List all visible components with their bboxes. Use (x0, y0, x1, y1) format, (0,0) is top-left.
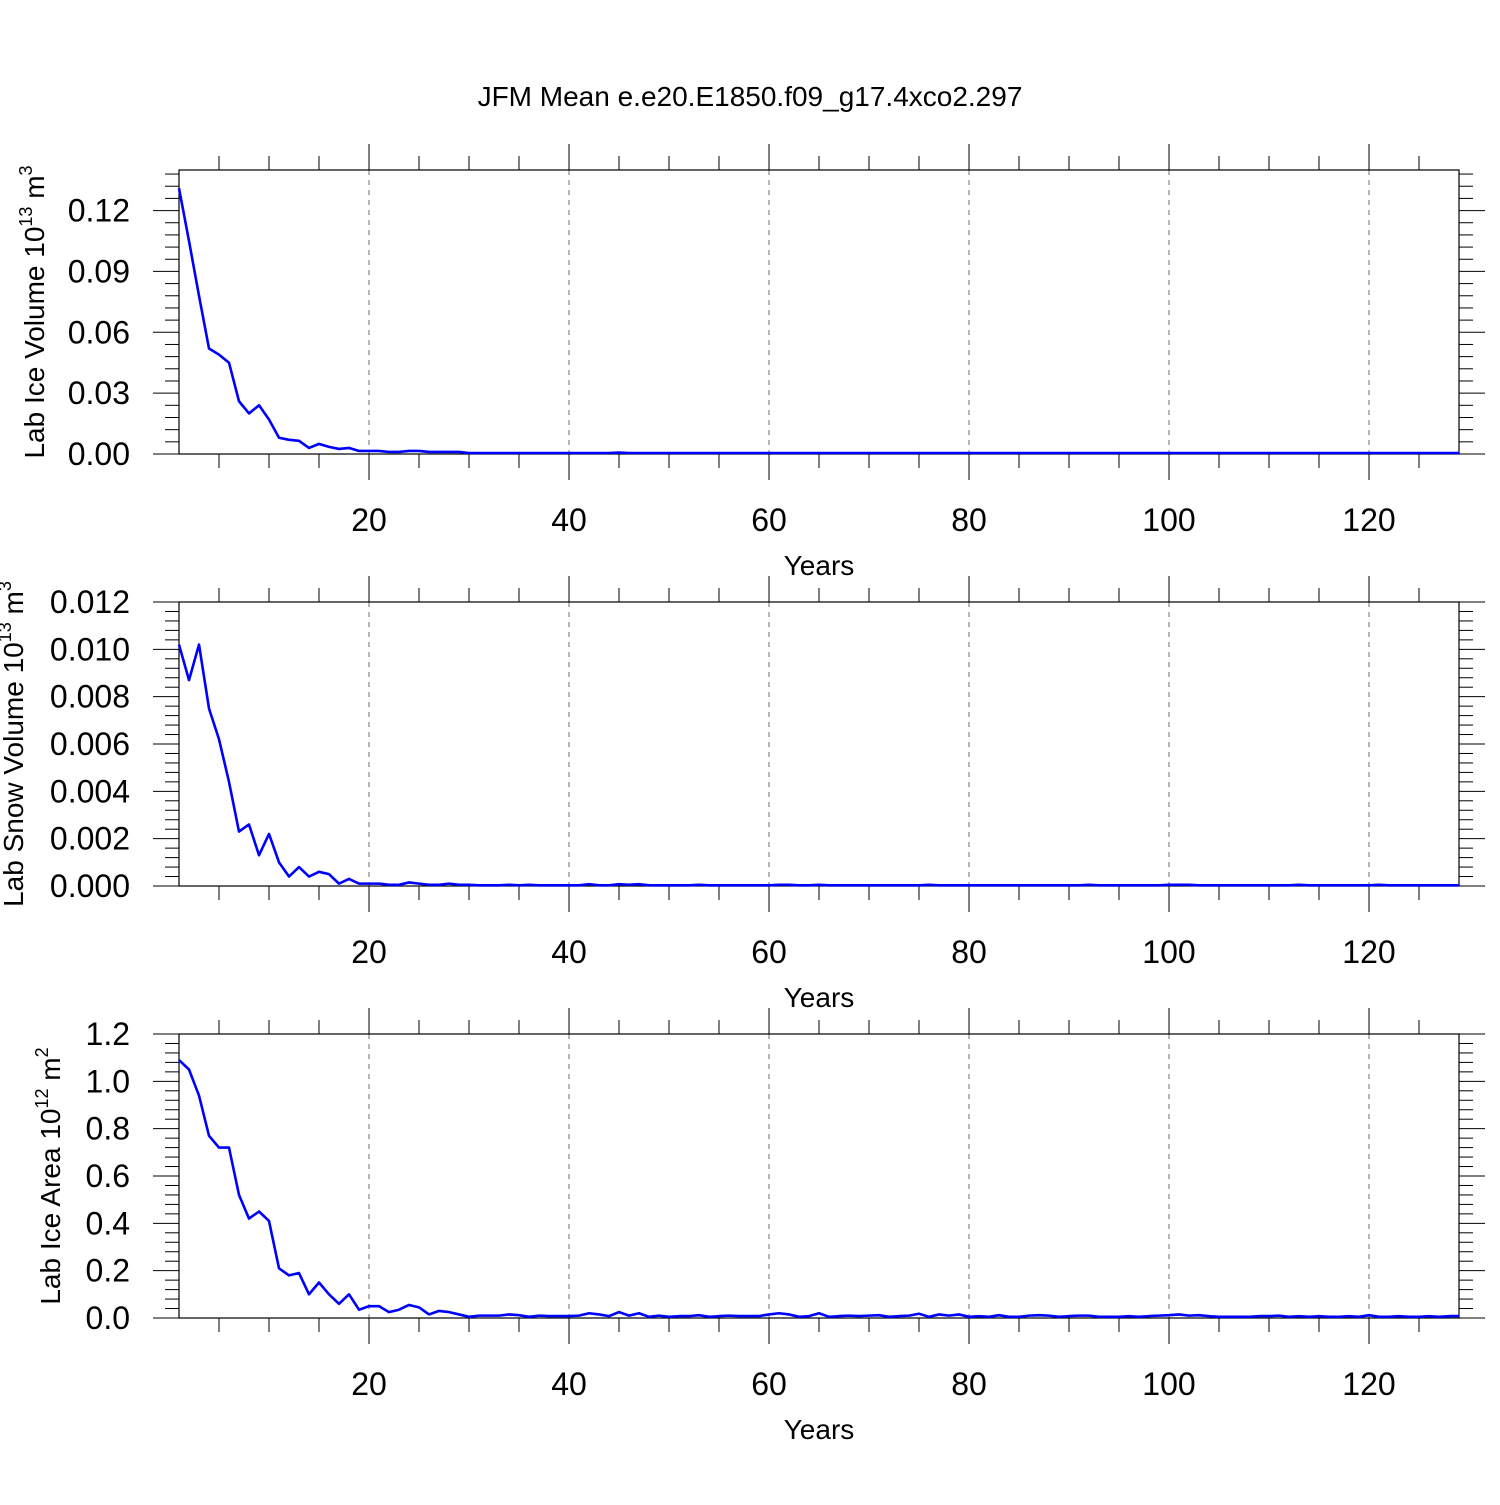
series-line (177, 643, 1459, 887)
x-tick-label: 80 (951, 1366, 987, 1402)
y-axis-label-unit-exponent: 2 (32, 1047, 52, 1057)
x-axis-label: Years (784, 1414, 855, 1445)
y-axis-label-unit-exponent: 3 (16, 165, 36, 175)
y-axis-label: Lab Ice Volume 1013 m3 (16, 165, 50, 458)
y-tick-label: 0.010 (50, 631, 130, 667)
y-axis-label-exponent: 13 (16, 207, 36, 227)
x-tick-label: 40 (551, 934, 587, 970)
series-line (177, 188, 1459, 455)
y-tick-label: 1.2 (86, 1016, 130, 1052)
y-tick-label: 0.002 (50, 821, 130, 857)
x-tick-label: 100 (1142, 502, 1195, 538)
y-tick-label: 0.8 (86, 1111, 130, 1147)
y-axis-label: Lab Snow Volume 1013 m3 (0, 581, 29, 907)
x-tick-label: 20 (351, 934, 387, 970)
y-tick-label: 1.0 (86, 1063, 130, 1099)
y-axis-label-unit-exponent: 3 (0, 581, 15, 591)
x-tick-label: 40 (551, 502, 587, 538)
x-tick-label: 100 (1142, 934, 1195, 970)
x-tick-label: 80 (951, 934, 987, 970)
x-tick-label: 120 (1342, 1366, 1395, 1402)
plot-frame (178, 601, 1460, 887)
y-tick-label: 0.000 (50, 868, 130, 904)
y-axis-label-text: Lab Ice Area 10 (35, 1109, 66, 1305)
x-tick-label: 60 (751, 934, 787, 970)
x-tick-label: 60 (751, 1366, 787, 1402)
y-tick-label: 0.6 (86, 1158, 130, 1194)
y-tick-label: 0.2 (86, 1253, 130, 1289)
plot-panel-3: 20 40 60 80 100 120 0.0 0.2 0.4 0.6 0.8 1.0 1.2 Years… (32, 1008, 1485, 1445)
y-tick-label: 0.0 (86, 1300, 130, 1336)
series-line (178, 1059, 1459, 1319)
y-axis-label-exponent: 12 (32, 1088, 52, 1108)
y-axis-label-unit: m (0, 591, 29, 622)
plot-frame (178, 169, 1460, 455)
x-tick-label: 40 (551, 1366, 587, 1402)
chart-title: JFM Mean e.e20.E1850.f09_g17.4xco2.297 (478, 81, 1023, 112)
y-tick-label: 0.012 (50, 584, 130, 620)
x-tick-label: 60 (751, 502, 787, 538)
y-tick-label: 0.00 (68, 436, 130, 472)
x-tick-label: 80 (951, 502, 987, 538)
plot-panel-1: 20 40 60 80 100 120 0.00 0.03 0.06 0.09 0.12 Years L… (16, 144, 1485, 581)
y-axis-label-exponent: 13 (0, 622, 15, 642)
y-tick-label: 0.12 (68, 193, 130, 229)
plot-panel-2: 20 40 60 80 100 120 0.000 0.002 0.004 0.006 0.008 0… (0, 576, 1485, 1013)
x-tick-label: 20 (351, 1366, 387, 1402)
y-axis-label: Lab Ice Area 1012 m2 (32, 1047, 66, 1304)
x-axis-label: Years (784, 982, 855, 1013)
plot-frame (178, 1033, 1460, 1319)
y-tick-label: 0.03 (68, 375, 130, 411)
y-axis-label-text: Lab Ice Volume 10 (19, 227, 50, 459)
y-tick-label: 0.09 (68, 253, 130, 289)
x-tick-label: 120 (1342, 502, 1395, 538)
x-tick-label: 100 (1142, 1366, 1195, 1402)
y-axis-label-unit: m (19, 175, 50, 206)
x-tick-label: 120 (1342, 934, 1395, 970)
x-axis-label: Years (784, 550, 855, 581)
y-axis-label-unit: m (35, 1057, 66, 1088)
y-tick-label: 0.006 (50, 726, 130, 762)
x-tick-label: 20 (351, 502, 387, 538)
y-tick-label: 0.008 (50, 679, 130, 715)
y-tick-label: 0.4 (86, 1205, 130, 1241)
y-tick-label: 0.004 (50, 773, 130, 809)
y-tick-label: 0.06 (68, 314, 130, 350)
y-axis-label-text: Lab Snow Volume 10 (0, 642, 29, 907)
